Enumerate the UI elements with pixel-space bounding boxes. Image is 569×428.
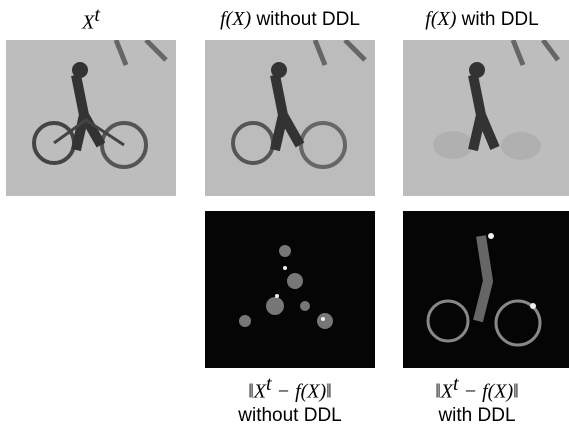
math: − f(X)‖ [272,380,332,402]
math: f(X) [220,8,251,30]
error-map [205,211,375,368]
figure: Xt f(X) without DDL f(X) with DDL [0,0,569,425]
text: with DDL [462,9,539,30]
input-image [6,40,176,196]
math: − f(X)‖ [459,380,519,402]
math: ‖X [248,380,266,402]
text: without DDL [256,9,360,30]
column-title: Xt [6,4,176,34]
math: X [82,11,94,33]
math: ‖X [435,380,453,402]
column-title: f(X) with DDL [395,8,569,31]
text: with DDL [385,404,569,428]
math: f(X) [425,8,456,30]
error-map [403,211,569,368]
output-image [403,40,569,196]
column-title: f(X) without DDL [195,8,385,31]
output-image [205,40,375,196]
caption: ‖Xt − f(X)‖ without DDL [195,372,385,428]
caption: ‖Xt − f(X)‖ with DDL [385,372,569,428]
superscript: t [94,4,100,26]
text: without DDL [195,404,385,428]
